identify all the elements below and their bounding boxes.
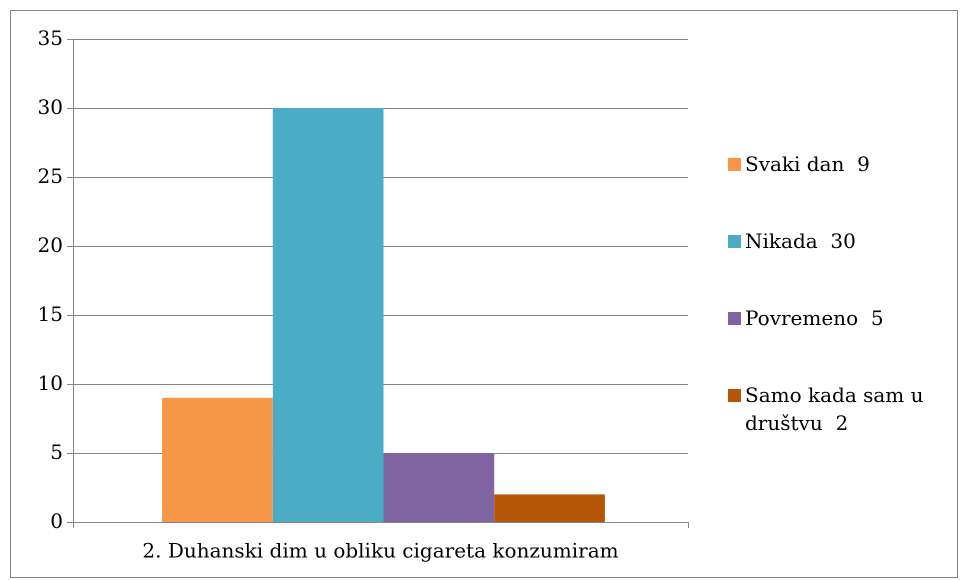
bar [272, 108, 384, 522]
legend-label: Nikada 30 [745, 229, 856, 253]
bar [494, 494, 605, 522]
y-tick-label: 30 [38, 95, 63, 119]
legend-swatch [728, 158, 741, 171]
legend-item: Povremeno 5 [728, 304, 950, 332]
legend-label: Svaki dan 9 [745, 152, 870, 176]
y-tick-label: 15 [38, 302, 63, 326]
bar [162, 397, 273, 522]
legend-item: Samo kada sam u društvu 2 [728, 381, 950, 437]
legend-swatch [728, 389, 741, 402]
x-tick-label: 2. Duhanski dim u obliku cigareta konzum… [142, 539, 618, 563]
legend-item: Svaki dan 9 [728, 150, 950, 178]
legend-swatch [728, 235, 741, 248]
y-tick-label: 20 [38, 233, 63, 257]
bar [383, 453, 495, 522]
y-tick-label: 5 [50, 440, 63, 464]
y-tick-label: 10 [38, 371, 63, 395]
legend-item: Nikada 30 [728, 227, 950, 255]
y-tick-label: 35 [38, 26, 63, 50]
legend-label: Samo kada sam u društvu 2 [745, 383, 930, 435]
legend-swatch [728, 312, 741, 325]
legend-label: Povremeno 5 [745, 306, 884, 330]
y-tick-label: 25 [38, 164, 63, 188]
y-tick-label: 0 [50, 509, 63, 533]
